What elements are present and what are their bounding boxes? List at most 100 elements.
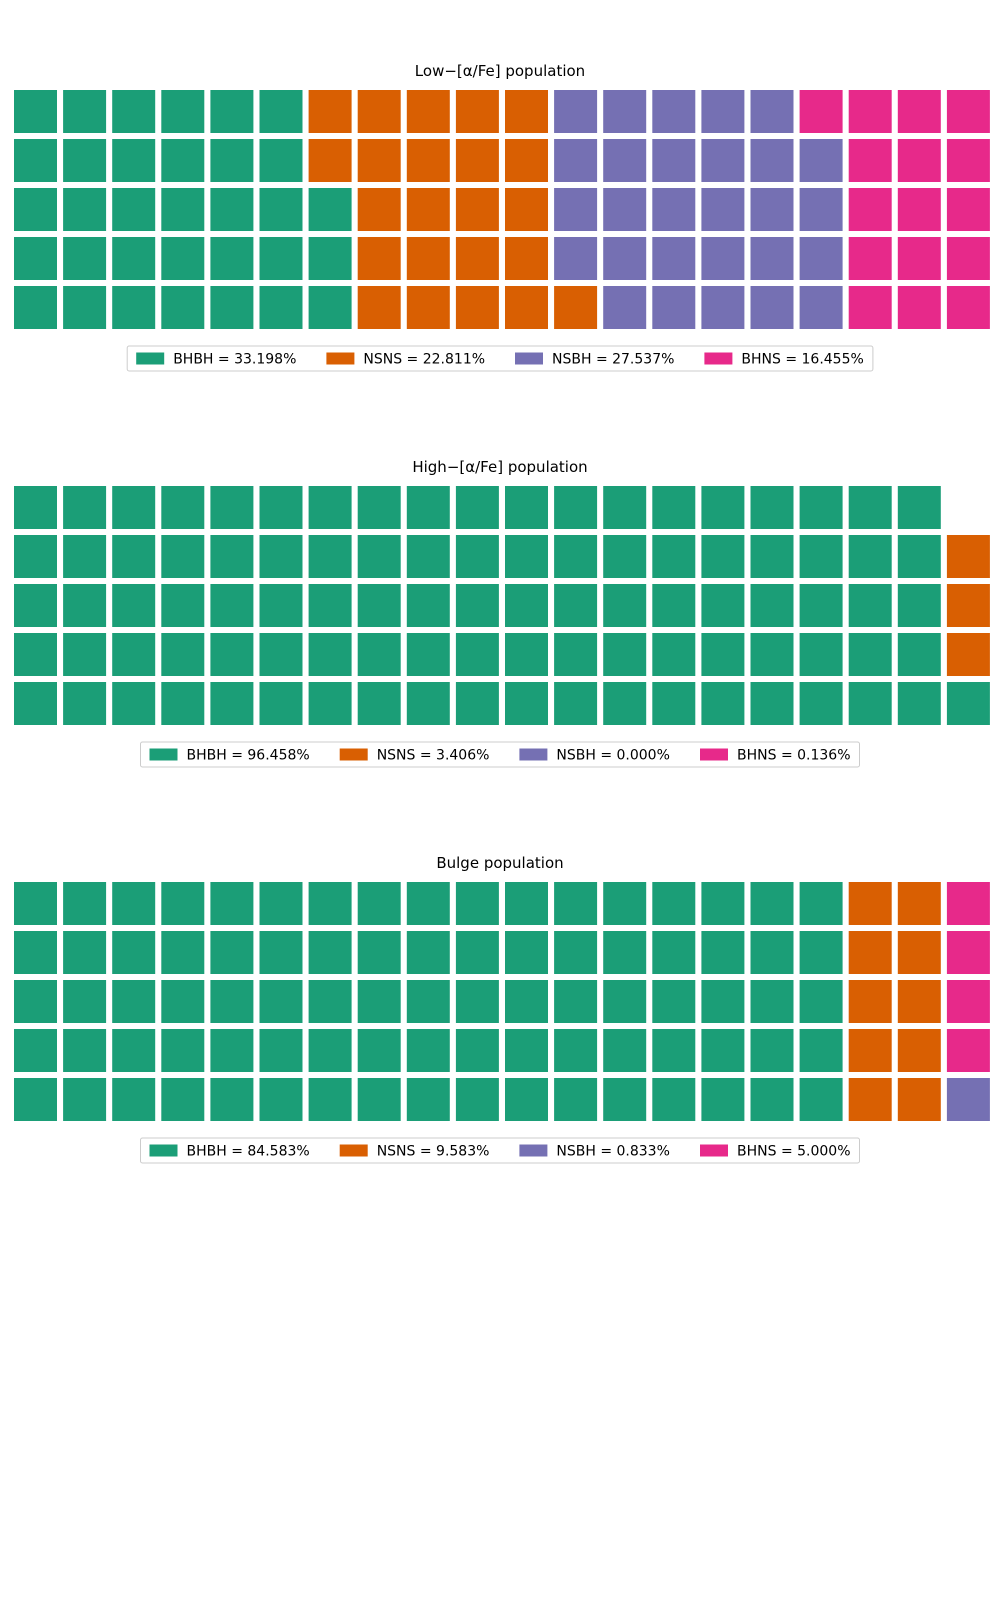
waffle-square-nsns (848, 980, 892, 1023)
waffle-square-nsns (505, 188, 548, 231)
waffle-square-bhbh (308, 486, 352, 529)
waffle-square-bhbh (848, 486, 892, 529)
waffle-square-bhbh (455, 633, 499, 676)
waffle-square-bhns (946, 1029, 990, 1072)
waffle-square-bhbh (63, 682, 107, 725)
waffle-square-nsns (357, 237, 401, 280)
waffle-square-bhbh (210, 188, 254, 231)
waffle-square-bhbh (554, 535, 598, 578)
waffle-square-nsbh (799, 237, 843, 280)
waffle-square-bhbh (554, 584, 598, 627)
waffle-square-bhbh (701, 1029, 745, 1072)
waffle-square-bhbh (455, 882, 499, 925)
waffle-square-bhbh (406, 882, 450, 925)
waffle-square-bhbh (161, 237, 205, 280)
waffle-square-nsbh (701, 139, 745, 182)
waffle-square-bhbh (161, 980, 205, 1023)
waffle-square-bhbh (161, 1029, 205, 1072)
waffle-square-nsns (406, 237, 450, 280)
waffle-square-bhbh (505, 980, 548, 1023)
legend-label-bhbh: BHBH = 33.198% (173, 352, 296, 368)
waffle-square-bhbh (603, 682, 647, 725)
waffle-square-bhbh (554, 931, 598, 974)
waffle-square-bhbh (848, 535, 892, 578)
waffle-square-bhbh (14, 486, 57, 529)
waffle-square-bhbh (14, 188, 57, 231)
waffle-square-bhbh (897, 486, 941, 529)
waffle-square-bhbh (799, 682, 843, 725)
legend-swatch-bhns (704, 352, 733, 365)
waffle-square-bhbh (63, 882, 107, 925)
waffle-square-bhbh (308, 633, 352, 676)
waffle-square-bhbh (112, 682, 156, 725)
waffle-square-bhns (946, 882, 990, 925)
waffle-square-nsbh (603, 188, 647, 231)
waffle-square-bhbh (357, 1029, 401, 1072)
waffle-square-bhbh (357, 882, 401, 925)
waffle-square-bhbh (161, 486, 205, 529)
waffle-square-nsbh (554, 237, 598, 280)
waffle-square-bhbh (259, 931, 303, 974)
waffle-square-bhbh (308, 584, 352, 627)
waffle-square-nsns (505, 286, 548, 329)
waffle-square-bhbh (14, 90, 57, 133)
waffle-square-bhbh (210, 90, 254, 133)
waffle-square-nsns (455, 237, 499, 280)
waffle-square-nsns (406, 286, 450, 329)
waffle-square-nsbh (750, 188, 794, 231)
waffle-square-bhbh (63, 90, 107, 133)
waffle-square-bhbh (406, 1029, 450, 1072)
waffle-square-bhbh (210, 931, 254, 974)
waffle-square-bhbh (750, 486, 794, 529)
waffle-square-bhbh (210, 139, 254, 182)
waffle-square-bhbh (161, 286, 205, 329)
waffle-square-nsns (554, 286, 598, 329)
legend: BHBH = 84.583% NSNS = 9.583% NSBH = 0.833%… (140, 1137, 860, 1164)
waffle-square-bhbh (14, 139, 57, 182)
waffle-square-bhns (946, 188, 990, 231)
waffle-square-bhns (946, 90, 990, 133)
waffle-square-bhbh (259, 682, 303, 725)
waffle-square-bhbh (652, 633, 696, 676)
waffle-square-bhbh (750, 535, 794, 578)
waffle-square-bhns (897, 188, 941, 231)
waffle-square-bhns (897, 286, 941, 329)
waffle-square-bhbh (210, 633, 254, 676)
waffle-square-nsbh (701, 90, 745, 133)
waffle-square-bhbh (750, 1078, 794, 1121)
waffle-square-nsbh (652, 90, 696, 133)
waffle-square-nsbh (652, 188, 696, 231)
waffle-square-bhbh (603, 633, 647, 676)
waffle-square-bhns (946, 980, 990, 1023)
waffle-square-bhbh (210, 286, 254, 329)
waffle-square-bhbh (750, 980, 794, 1023)
waffle-square-bhbh (63, 633, 107, 676)
waffle-square-bhns (799, 90, 843, 133)
waffle-square-bhbh (112, 237, 156, 280)
waffle-square-bhbh (701, 682, 745, 725)
waffle-square-bhbh (357, 633, 401, 676)
waffle-square-bhbh (455, 1029, 499, 1072)
waffle-square-bhbh (652, 980, 696, 1023)
waffle-square-bhns (848, 237, 892, 280)
waffle-square-nsbh (701, 286, 745, 329)
waffle-square-bhns (848, 90, 892, 133)
waffle-square-bhbh (652, 682, 696, 725)
waffle-square-bhbh (505, 535, 548, 578)
waffle-square-bhbh (652, 882, 696, 925)
waffle-panel-3: Bulge population BHBH = 84.583% NSNS = 9.5… (14, 854, 990, 1164)
legend-label-bhbh: BHBH = 96.458% (187, 748, 310, 764)
waffle-square-bhbh (210, 682, 254, 725)
waffle-square-bhbh (63, 1078, 107, 1121)
waffle-square-nsns (308, 139, 352, 182)
waffle-square-bhbh (161, 188, 205, 231)
waffle-square-bhbh (554, 980, 598, 1023)
waffle-square-bhbh (14, 633, 57, 676)
waffle-square-bhbh (259, 486, 303, 529)
waffle-square-bhbh (210, 486, 254, 529)
waffle-square-bhbh (63, 535, 107, 578)
legend-label-nsns: NSNS = 9.583% (377, 1144, 490, 1160)
waffle-square-nsns (357, 139, 401, 182)
waffle-square-bhbh (799, 486, 843, 529)
